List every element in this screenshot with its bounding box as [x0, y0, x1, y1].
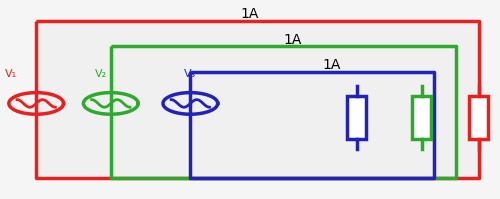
Text: 1A: 1A	[241, 7, 259, 21]
Text: 1A: 1A	[283, 33, 302, 47]
Text: 1A: 1A	[323, 58, 341, 72]
Text: V₃: V₃	[184, 69, 196, 79]
FancyBboxPatch shape	[36, 21, 478, 178]
Text: V₂: V₂	[95, 69, 107, 79]
FancyBboxPatch shape	[412, 96, 431, 139]
Text: V₁: V₁	[6, 69, 18, 79]
FancyBboxPatch shape	[470, 96, 488, 139]
FancyBboxPatch shape	[348, 96, 366, 139]
